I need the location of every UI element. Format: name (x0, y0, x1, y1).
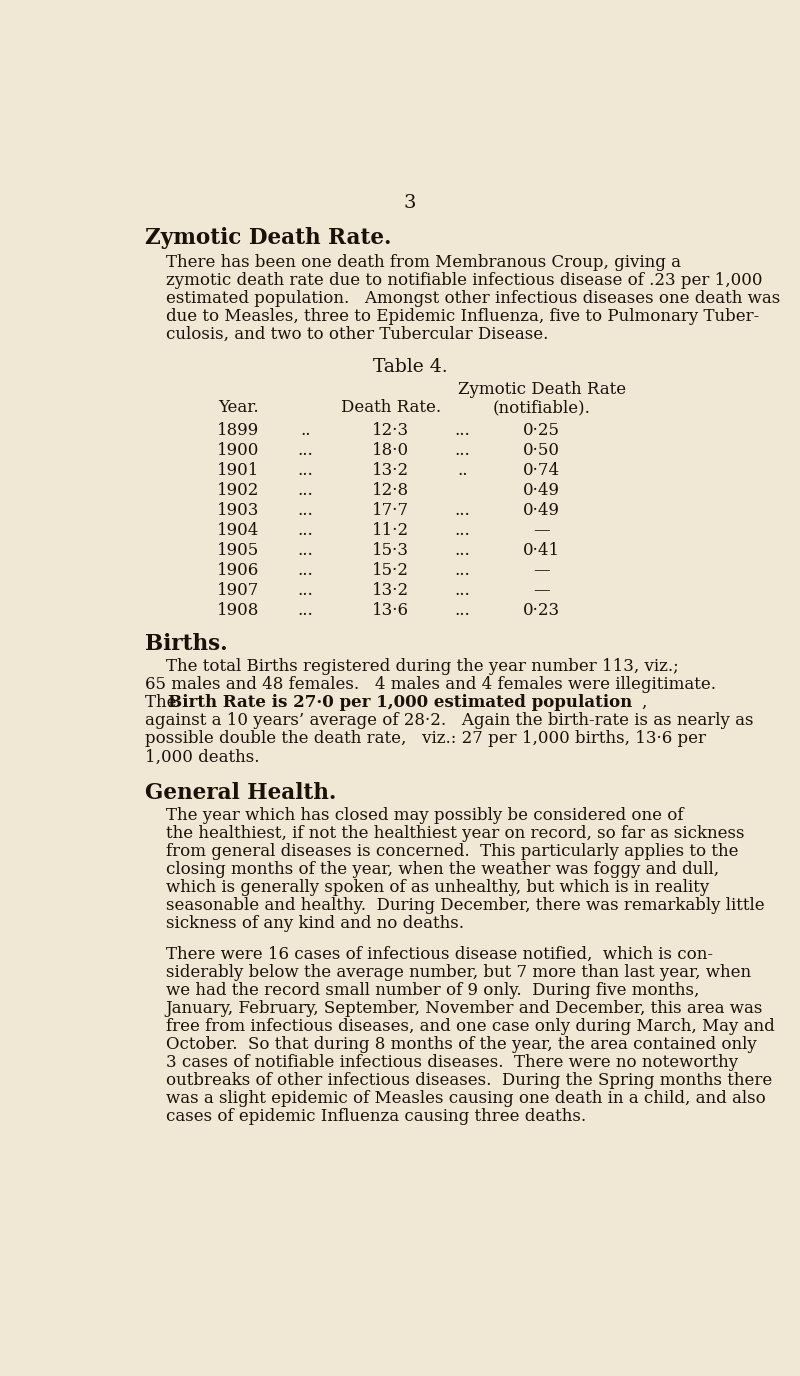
Text: Birth Rate is 27·0 per 1,000 estimated population: Birth Rate is 27·0 per 1,000 estimated p… (168, 694, 633, 711)
Text: ...: ... (455, 603, 470, 619)
Text: 0·23: 0·23 (523, 603, 560, 619)
Text: culosis, and two to other Tubercular Disease.: culosis, and two to other Tubercular Dis… (166, 326, 548, 343)
Text: sickness of any kind and no deaths.: sickness of any kind and no deaths. (166, 915, 464, 932)
Text: 0·49: 0·49 (523, 483, 560, 499)
Text: 1905: 1905 (217, 542, 259, 560)
Text: ..: .. (458, 462, 468, 479)
Text: possible double the death rate,   viz.: 27 per 1,000 births, 13·6 per: possible double the death rate, viz.: 27… (145, 731, 706, 747)
Text: Zymotic Death Rate.: Zymotic Death Rate. (145, 227, 391, 249)
Text: seasonable and healthy.  During December, there was remarkably little: seasonable and healthy. During December,… (166, 897, 765, 914)
Text: General Health.: General Health. (145, 782, 336, 804)
Text: ...: ... (455, 523, 470, 539)
Text: ...: ... (298, 542, 314, 560)
Text: The year which has closed may possibly be considered one of: The year which has closed may possibly b… (166, 806, 683, 823)
Text: 0·41: 0·41 (523, 542, 560, 560)
Text: ...: ... (298, 523, 314, 539)
Text: cases of epidemic Influenza causing three deaths.: cases of epidemic Influenza causing thre… (166, 1109, 586, 1126)
Text: ...: ... (298, 442, 314, 460)
Text: (notifiable).: (notifiable). (493, 399, 590, 416)
Text: closing months of the year, when the weather was foggy and dull,: closing months of the year, when the wea… (166, 861, 719, 878)
Text: ...: ... (455, 502, 470, 519)
Text: ..: .. (300, 422, 310, 439)
Text: 13·2: 13·2 (372, 462, 409, 479)
Text: There has been one death from Membranous Croup, giving a: There has been one death from Membranous… (166, 253, 681, 271)
Text: against a 10 years’ average of 28·2.   Again the birth-rate is as nearly as: against a 10 years’ average of 28·2. Aga… (145, 713, 754, 729)
Text: —: — (534, 582, 550, 600)
Text: 1903: 1903 (217, 502, 259, 519)
Text: 1907: 1907 (217, 582, 259, 600)
Text: ...: ... (298, 502, 314, 519)
Text: 0·50: 0·50 (523, 442, 560, 460)
Text: 12·3: 12·3 (372, 422, 409, 439)
Text: The: The (145, 694, 182, 711)
Text: 11·2: 11·2 (372, 523, 409, 539)
Text: Table 4.: Table 4. (373, 358, 447, 376)
Text: 65 males and 48 females.   4 males and 4 females were illegitimate.: 65 males and 48 females. 4 males and 4 f… (145, 676, 716, 694)
Text: 12·8: 12·8 (372, 483, 409, 499)
Text: 0·74: 0·74 (523, 462, 560, 479)
Text: zymotic death rate due to notifiable infectious disease of .23 per 1,000: zymotic death rate due to notifiable inf… (166, 272, 762, 289)
Text: —: — (534, 523, 550, 539)
Text: was a slight epidemic of Measles causing one death in a child, and also: was a slight epidemic of Measles causing… (166, 1090, 766, 1108)
Text: 15·2: 15·2 (372, 563, 409, 579)
Text: ...: ... (298, 582, 314, 600)
Text: 13·6: 13·6 (372, 603, 409, 619)
Text: 1900: 1900 (217, 442, 259, 460)
Text: ...: ... (298, 483, 314, 499)
Text: ...: ... (455, 422, 470, 439)
Text: the healthiest, if not the healthiest year on record, so far as sickness: the healthiest, if not the healthiest ye… (166, 824, 744, 842)
Text: 1902: 1902 (217, 483, 259, 499)
Text: ,: , (641, 694, 646, 711)
Text: 17·7: 17·7 (372, 502, 409, 519)
Text: 0·49: 0·49 (523, 502, 560, 519)
Text: Births.: Births. (145, 633, 227, 655)
Text: estimated population.   Amongst other infectious diseases one death was: estimated population. Amongst other infe… (166, 290, 780, 307)
Text: The total Births registered during the year number 113, viz.;: The total Births registered during the y… (166, 658, 678, 674)
Text: 1899: 1899 (217, 422, 259, 439)
Text: from general diseases is concerned.  This particularly applies to the: from general diseases is concerned. This… (166, 842, 738, 860)
Text: ...: ... (455, 442, 470, 460)
Text: free from infectious diseases, and one case only during March, May and: free from infectious diseases, and one c… (166, 1018, 774, 1035)
Text: 0·25: 0·25 (523, 422, 560, 439)
Text: Zymotic Death Rate: Zymotic Death Rate (458, 381, 626, 398)
Text: ...: ... (455, 582, 470, 600)
Text: Death Rate.: Death Rate. (341, 399, 441, 416)
Text: 13·2: 13·2 (372, 582, 409, 600)
Text: 1,000 deaths.: 1,000 deaths. (145, 749, 259, 765)
Text: 3: 3 (404, 194, 416, 212)
Text: ...: ... (298, 563, 314, 579)
Text: Year.: Year. (218, 399, 258, 416)
Text: 1908: 1908 (217, 603, 259, 619)
Text: —: — (534, 563, 550, 579)
Text: 18·0: 18·0 (372, 442, 409, 460)
Text: ...: ... (455, 542, 470, 560)
Text: 1906: 1906 (217, 563, 259, 579)
Text: ...: ... (455, 563, 470, 579)
Text: 15·3: 15·3 (372, 542, 409, 560)
Text: siderably below the average number, but 7 more than last year, when: siderably below the average number, but … (166, 963, 751, 981)
Text: due to Measles, three to Epidemic Influenza, five to Pulmonary Tuber-: due to Measles, three to Epidemic Influe… (166, 308, 759, 325)
Text: we had the record small number of 9 only.  During five months,: we had the record small number of 9 only… (166, 981, 699, 999)
Text: 1901: 1901 (217, 462, 259, 479)
Text: There were 16 cases of infectious disease notified,  which is con-: There were 16 cases of infectious diseas… (166, 945, 713, 963)
Text: ...: ... (298, 462, 314, 479)
Text: January, February, September, November and December, this area was: January, February, September, November a… (166, 1000, 763, 1017)
Text: 3 cases of notifiable infectious diseases.  There were no noteworthy: 3 cases of notifiable infectious disease… (166, 1054, 738, 1071)
Text: ...: ... (298, 603, 314, 619)
Text: which is generally spoken of as unhealthy, but which is in reality: which is generally spoken of as unhealth… (166, 879, 709, 896)
Text: 1904: 1904 (217, 523, 259, 539)
Text: October.  So that during 8 months of the year, the area contained only: October. So that during 8 months of the … (166, 1036, 757, 1053)
Text: outbreaks of other infectious diseases.  During the Spring months there: outbreaks of other infectious diseases. … (166, 1072, 772, 1090)
